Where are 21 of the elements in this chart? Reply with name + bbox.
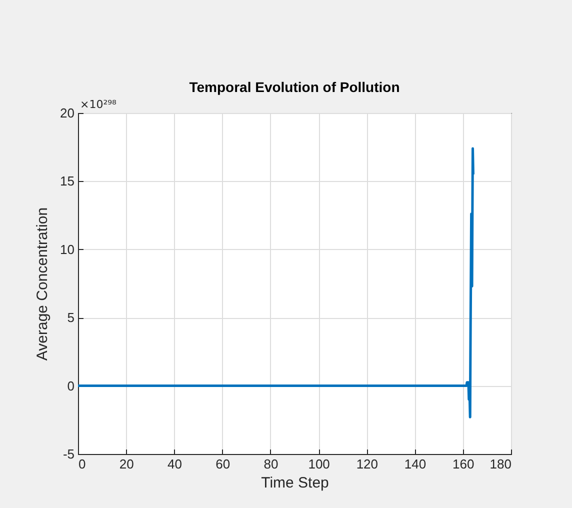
x-tick-label: 120 <box>356 456 378 472</box>
x-tick-label: 20 <box>119 456 134 472</box>
x-tick-label: 180 <box>490 456 512 472</box>
x-tick-label: 40 <box>167 456 182 472</box>
x-tick-label: 80 <box>264 456 278 472</box>
y-tick-label: 15 <box>60 174 74 189</box>
text: ×10²⁹⁸ <box>80 98 118 111</box>
y-tick-label: 10 <box>60 242 74 257</box>
x-axis-title: Time Step <box>261 474 329 492</box>
y-tick-label: -5 <box>62 446 74 462</box>
chart-title: Temporal Evolution of Pollution <box>189 79 400 95</box>
x-tick-label: 140 <box>404 456 426 472</box>
y-tick-label: 20 <box>60 106 74 120</box>
line-series <box>78 147 474 418</box>
x-tick-label: 60 <box>216 456 230 472</box>
x-tick-label: 160 <box>452 456 474 472</box>
x-tick-label: 100 <box>308 456 330 472</box>
y-axis-title: Average Concentration <box>34 207 52 361</box>
x-tick-label: 0 <box>78 456 86 472</box>
y-tick-label: 5 <box>67 310 74 326</box>
y-tick-label: 0 <box>67 378 74 394</box>
